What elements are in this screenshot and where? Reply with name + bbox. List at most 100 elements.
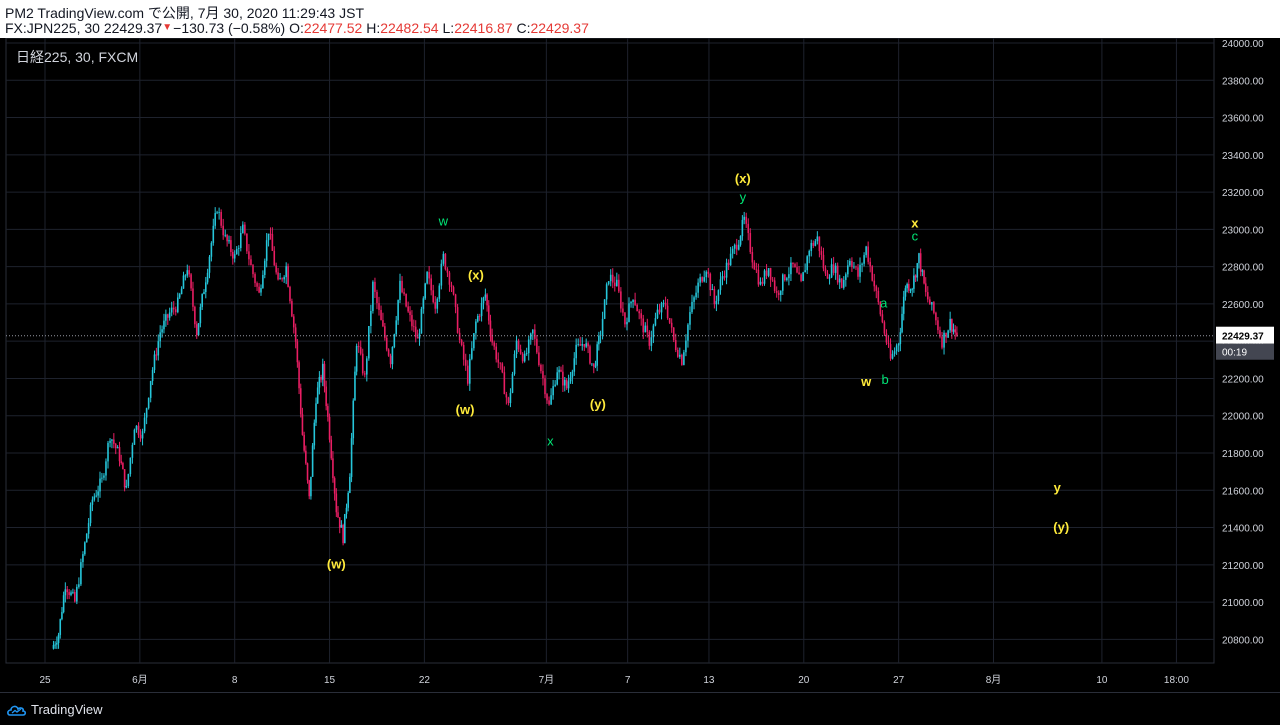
candle-body [338,517,341,528]
candle-body [283,277,285,280]
candle-body [845,274,847,280]
candle-body [887,342,890,345]
published-line: PM2 TradingView.com で公開, 7月 30, 2020 11:… [5,5,364,21]
candle-body [133,429,136,445]
candle-body [767,268,770,276]
wave-label: (w) [456,402,475,417]
candle-body [109,440,111,443]
candle-body [725,262,728,278]
candle-body [448,272,451,285]
candle-body [366,358,368,375]
candle-body [563,379,566,386]
candle-body [832,264,835,273]
candle-body [436,298,439,309]
candle-body [867,246,869,262]
candle-body [476,316,479,322]
candle-body [822,254,825,269]
candle-body [473,333,475,349]
candle-body [889,344,892,359]
candle-body [956,332,958,336]
candle-body [877,290,880,303]
candle-body [143,417,146,432]
x-tick-label: 18:00 [1164,675,1189,686]
candle-body [237,248,240,249]
candle-body [798,272,800,275]
candle-body [929,299,931,305]
candle-body [176,297,179,313]
candle-body [741,219,744,237]
candle-body [374,281,376,292]
candle-body [93,496,96,500]
candle-body [454,294,457,308]
candle-body [802,272,804,281]
candle-body [61,612,63,620]
candle-body [292,316,295,328]
candle-body [784,274,786,281]
candle-body [420,308,423,334]
candle-body [214,213,216,226]
candle-body [105,461,107,476]
open-label: O: [289,20,304,36]
tradingview-logo[interactable]: TradingView [7,702,103,717]
candle-body [916,263,919,278]
candle-body [76,586,78,602]
candle-body [904,288,907,297]
candle-body [489,320,492,335]
candle-body [333,478,336,494]
candle-body [194,306,196,325]
candle-body [303,434,305,451]
candle-body [287,266,289,287]
candle-body [616,279,618,287]
candle-body [611,274,614,283]
candle-body [729,253,732,266]
candle-body [59,619,62,635]
candle-body [577,344,579,345]
candle-body [380,309,382,321]
candle-body [296,341,299,363]
candle-body [163,320,165,330]
candle-body [416,336,419,339]
candle-body [565,379,568,389]
candle-body [681,354,683,365]
candle-body [751,252,754,263]
candle-body [188,270,190,275]
candle-body [919,253,922,272]
candle-body [662,302,665,304]
candle-body [482,297,485,304]
candle-body [660,303,663,313]
candle-body [501,363,504,373]
last-price-label: 22429.37 [1222,332,1264,343]
candle-body [697,282,699,293]
y-tick-label: 23000.00 [1222,225,1264,236]
candle-body [151,369,154,382]
candle-body [796,267,798,273]
candle-body [515,340,518,355]
candle-body [203,291,205,295]
candle-body [113,439,115,444]
candle-body [434,302,437,309]
candle-body [899,332,902,345]
x-tick-label: 7 [625,675,631,686]
candle-body [624,312,626,325]
candle-body [538,352,540,366]
candle-body [378,303,380,310]
candle-body [199,306,202,324]
candle-body [505,394,508,398]
candle-body [376,291,378,304]
y-tick-label: 23600.00 [1222,114,1264,125]
candle-body [603,299,606,319]
candle-body [305,450,307,464]
candle-body [125,485,128,488]
candle-body [174,309,177,313]
candle-body [668,318,671,323]
candle-body [64,589,67,596]
candle-body [306,463,309,481]
price-chart[interactable]: 20800.00 21000.00 21200.00 21400.00 21600.00… [0,38,1280,692]
candle-body [458,332,461,341]
candle-body [52,645,55,649]
candle-body [107,442,109,462]
candle-body [260,288,262,293]
candle-body [812,242,815,246]
candle-body [145,408,148,418]
candle-body [361,353,364,374]
